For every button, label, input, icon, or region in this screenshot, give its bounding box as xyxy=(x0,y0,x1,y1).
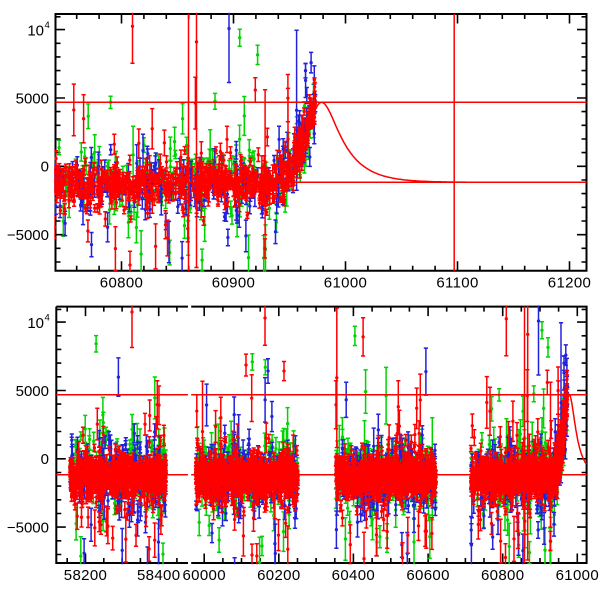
svg-text:60900: 60900 xyxy=(212,275,255,292)
svg-text:4: 4 xyxy=(45,313,50,324)
svg-text:58400: 58400 xyxy=(137,567,180,584)
svg-text:61000: 61000 xyxy=(556,567,599,584)
svg-text:4: 4 xyxy=(45,20,50,31)
svg-text:60200: 60200 xyxy=(257,567,300,584)
svg-text:60800: 60800 xyxy=(100,275,143,292)
svg-text:60600: 60600 xyxy=(406,567,449,584)
svg-text:61000: 61000 xyxy=(324,275,367,292)
svg-text:10: 10 xyxy=(27,23,44,40)
svg-text:0: 0 xyxy=(41,159,49,176)
svg-text:61200: 61200 xyxy=(548,275,591,292)
svg-text:60800: 60800 xyxy=(481,567,524,584)
svg-text:0: 0 xyxy=(41,451,49,468)
svg-text:−5000: −5000 xyxy=(7,227,49,244)
svg-text:5000: 5000 xyxy=(16,383,49,400)
svg-text:60400: 60400 xyxy=(332,567,375,584)
svg-text:5000: 5000 xyxy=(16,90,49,107)
svg-text:−5000: −5000 xyxy=(7,520,49,537)
svg-text:10: 10 xyxy=(27,315,44,332)
svg-text:60000: 60000 xyxy=(182,567,225,584)
svg-text:58200: 58200 xyxy=(64,567,107,584)
svg-text:61100: 61100 xyxy=(436,275,478,292)
